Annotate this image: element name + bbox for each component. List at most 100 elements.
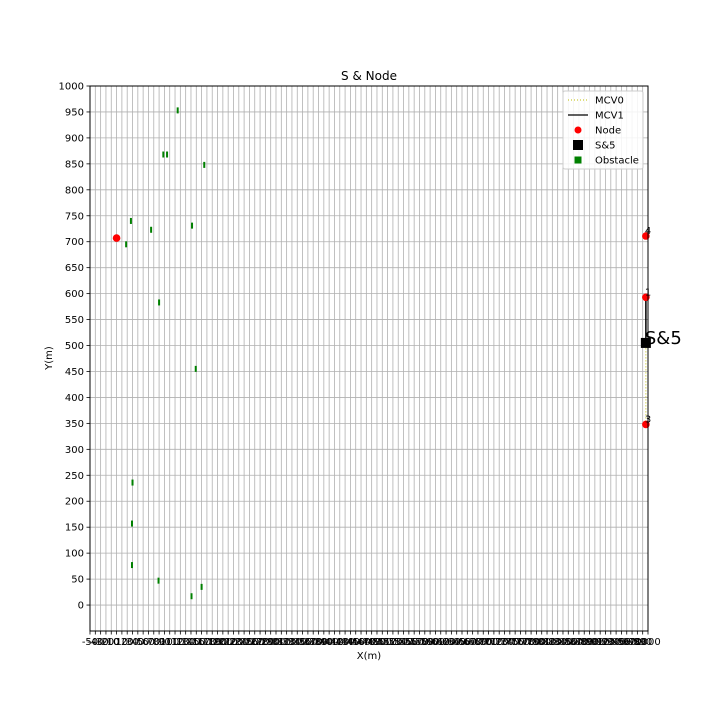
- y-tick-label: 700: [65, 237, 84, 248]
- x-tick-label: 490: [367, 637, 386, 648]
- y-tick-label: 200: [65, 497, 84, 508]
- obstacle-marker: [125, 241, 128, 248]
- x-tick-label: 850: [559, 637, 578, 648]
- y-tick-label: 600: [65, 289, 84, 300]
- x-tick-label: 530: [389, 637, 408, 648]
- x-tick-label: 260: [245, 637, 264, 648]
- x-tick-label: 20: [121, 637, 134, 648]
- x-tick-label: 580: [415, 637, 434, 648]
- x-tick-label: 350: [293, 637, 312, 648]
- obstacle-marker: [194, 365, 197, 372]
- x-tick-label: 340: [288, 637, 307, 648]
- y-tick-label: 550: [65, 315, 84, 326]
- x-tick-label: 830: [548, 637, 567, 648]
- x-tick-label: 520: [383, 637, 402, 648]
- x-tick-label: 30: [126, 637, 139, 648]
- x-tick-label: 480: [362, 637, 381, 648]
- x-tick-label: 220: [224, 637, 243, 648]
- y-tick-label: 450: [65, 367, 84, 378]
- y-tick-label: 650: [65, 263, 84, 274]
- y-tick-label: 100: [65, 549, 84, 560]
- legend: MCV0 MCV1 Node S&5 Obstacle: [562, 90, 644, 170]
- x-tick-label: 290: [261, 637, 280, 648]
- y-tick-label: 0: [78, 601, 84, 612]
- obstacle-marker: [129, 217, 132, 224]
- obstacle-marker: [190, 593, 193, 600]
- obstacle-marker: [131, 479, 134, 486]
- x-tick-label: 200: [213, 637, 232, 648]
- x-tick-label: 380: [309, 637, 328, 648]
- x-tick-label: 370: [304, 637, 323, 648]
- legend-label: Node: [595, 126, 621, 137]
- x-tick-label: 470: [357, 637, 376, 648]
- y-tick-label: 950: [65, 107, 84, 118]
- x-tick-label: -30: [92, 637, 108, 648]
- x-tick-label: 140: [181, 637, 200, 648]
- x-tick-label: 900: [585, 637, 604, 648]
- legend-swatch-sink: [573, 140, 583, 150]
- x-tick-label: 790: [527, 637, 546, 648]
- x-tick-label: 940: [607, 637, 626, 648]
- y-tick-label: 850: [65, 159, 84, 170]
- x-tick-label: 650: [452, 637, 471, 648]
- x-tick-label: -10: [103, 637, 119, 648]
- x-tick-label: 800: [532, 637, 551, 648]
- y-tick-label: 300: [65, 445, 84, 456]
- y-tick-label: 900: [65, 133, 84, 144]
- obstacle-marker: [130, 520, 133, 527]
- legend-label: MCV1: [595, 111, 624, 122]
- y-tick-label: 500: [65, 341, 84, 352]
- x-tick-label: 110: [165, 637, 184, 648]
- sink-label: S&5: [645, 328, 682, 349]
- x-tick-label: 540: [394, 637, 413, 648]
- x-tick-label: 230: [229, 637, 248, 648]
- sink-group: S&5: [640, 328, 682, 349]
- legend-label: Obstacle: [595, 156, 639, 167]
- x-tick-label: 560: [405, 637, 424, 648]
- sink-marker: [640, 337, 651, 348]
- x-tick-label: 550: [399, 637, 418, 648]
- x-tick-label: 670: [463, 637, 482, 648]
- x-tick-label: 440: [341, 637, 360, 648]
- x-tick-label: 770: [516, 637, 535, 648]
- obstacle-marker: [200, 583, 203, 590]
- x-tick-label: 660: [458, 637, 477, 648]
- obstacle-marker: [158, 299, 161, 306]
- obstacle-marker: [162, 151, 165, 158]
- x-tick-label: 610: [431, 637, 450, 648]
- x-tick-label: 840: [553, 637, 572, 648]
- x-tick-label: 150: [187, 637, 206, 648]
- obstacle-marker: [203, 161, 206, 168]
- y-ticks: 0 50 100 150 200 250 300 350 400 450 500 550 600 650 7…: [59, 82, 90, 612]
- x-tick-label: 630: [442, 637, 461, 648]
- x-tick-label: 740: [500, 637, 519, 648]
- y-tick-label: 350: [65, 419, 84, 430]
- x-tick-label: 330: [282, 637, 301, 648]
- x-tick-label: 270: [251, 637, 270, 648]
- x-tick-label: -50: [82, 637, 98, 648]
- legend-label: S&5: [595, 141, 616, 152]
- x-tick-label: 360: [298, 637, 317, 648]
- x-tick-label: 390: [314, 637, 333, 648]
- x-tick-label: 120: [171, 637, 190, 648]
- x-tick-label: 100: [160, 637, 179, 648]
- legend-swatch-node: [574, 126, 582, 134]
- x-tick-label: 240: [235, 637, 254, 648]
- x-tick-label: 510: [378, 637, 397, 648]
- x-tick-label: 450: [346, 637, 365, 648]
- x-tick-label: 880: [575, 637, 594, 648]
- x-tick-label: 400: [320, 637, 339, 648]
- node-marker: [112, 234, 121, 242]
- x-tick-label: 60: [142, 637, 155, 648]
- x-tick-label: 910: [591, 637, 610, 648]
- chart-title: S & Node: [341, 69, 397, 83]
- x-tick-label: 210: [219, 637, 238, 648]
- obstacle-marker: [176, 107, 179, 114]
- x-tick-label: 180: [203, 637, 222, 648]
- x-tick-label: 810: [537, 637, 556, 648]
- x-tick-label: 680: [468, 637, 487, 648]
- x-tick-label: -20: [98, 637, 114, 648]
- x-tick-label: 890: [580, 637, 599, 648]
- grid: [89, 85, 649, 631]
